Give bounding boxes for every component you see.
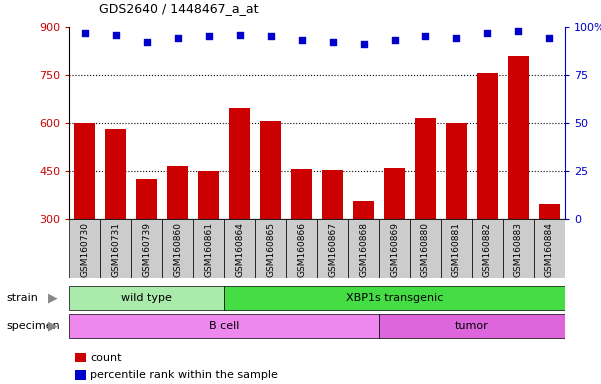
Text: B cell: B cell [209, 321, 239, 331]
Point [204, 33, 213, 40]
Point [452, 35, 462, 41]
Bar [198, 171, 219, 219]
Bar [166, 166, 189, 219]
FancyBboxPatch shape [131, 219, 162, 278]
Point [545, 35, 554, 41]
Point [235, 31, 245, 38]
Point [328, 39, 337, 45]
Text: count: count [90, 353, 121, 363]
FancyBboxPatch shape [69, 314, 379, 339]
Bar [508, 56, 529, 219]
FancyBboxPatch shape [379, 219, 410, 278]
FancyBboxPatch shape [224, 219, 255, 278]
Text: ▶: ▶ [48, 291, 58, 304]
Bar [229, 109, 251, 219]
Point [421, 33, 430, 40]
Bar [415, 118, 436, 219]
Text: strain: strain [6, 293, 38, 303]
Bar [136, 179, 157, 219]
FancyBboxPatch shape [317, 219, 348, 278]
Point [266, 33, 275, 40]
FancyBboxPatch shape [162, 219, 193, 278]
Bar [105, 129, 126, 219]
FancyBboxPatch shape [534, 219, 565, 278]
Text: wild type: wild type [121, 293, 172, 303]
FancyBboxPatch shape [69, 219, 100, 278]
Text: GDS2640 / 1448467_a_at: GDS2640 / 1448467_a_at [99, 2, 258, 15]
FancyBboxPatch shape [379, 314, 565, 339]
FancyBboxPatch shape [224, 286, 565, 310]
Point [172, 35, 182, 41]
Text: GSM160868: GSM160868 [359, 222, 368, 277]
Bar [383, 168, 405, 219]
Point [111, 31, 120, 38]
Text: specimen: specimen [6, 321, 59, 331]
FancyBboxPatch shape [472, 219, 503, 278]
Text: ▶: ▶ [48, 320, 58, 333]
Text: tumor: tumor [455, 321, 489, 331]
Text: GSM160731: GSM160731 [111, 222, 120, 277]
Point [297, 37, 307, 43]
Text: GSM160867: GSM160867 [328, 222, 337, 277]
Text: GSM160869: GSM160869 [390, 222, 399, 277]
Text: GSM160860: GSM160860 [173, 222, 182, 277]
Bar [538, 204, 560, 219]
Bar [445, 123, 468, 219]
Bar [74, 122, 96, 219]
Bar [260, 121, 281, 219]
Bar [477, 73, 498, 219]
Text: GSM160865: GSM160865 [266, 222, 275, 277]
FancyBboxPatch shape [286, 219, 317, 278]
FancyBboxPatch shape [441, 219, 472, 278]
FancyBboxPatch shape [503, 219, 534, 278]
FancyBboxPatch shape [100, 219, 131, 278]
Bar [322, 170, 343, 219]
Bar [353, 201, 374, 219]
Text: GSM160864: GSM160864 [235, 222, 244, 277]
FancyBboxPatch shape [193, 219, 224, 278]
FancyBboxPatch shape [410, 219, 441, 278]
FancyBboxPatch shape [69, 286, 224, 310]
FancyBboxPatch shape [255, 219, 286, 278]
Point [80, 30, 90, 36]
Text: GSM160881: GSM160881 [452, 222, 461, 277]
Text: GSM160883: GSM160883 [514, 222, 523, 277]
Text: GSM160882: GSM160882 [483, 222, 492, 277]
Point [142, 39, 151, 45]
Text: GSM160880: GSM160880 [421, 222, 430, 277]
FancyBboxPatch shape [348, 219, 379, 278]
Point [514, 28, 523, 34]
Text: GSM160861: GSM160861 [204, 222, 213, 277]
Text: GSM160730: GSM160730 [80, 222, 89, 277]
Text: percentile rank within the sample: percentile rank within the sample [90, 370, 278, 380]
Point [389, 37, 399, 43]
Text: GSM160884: GSM160884 [545, 222, 554, 277]
Bar [291, 169, 313, 219]
Text: XBP1s transgenic: XBP1s transgenic [346, 293, 443, 303]
Point [359, 41, 368, 47]
Text: GSM160866: GSM160866 [297, 222, 306, 277]
Text: GSM160739: GSM160739 [142, 222, 151, 277]
Point [483, 30, 492, 36]
